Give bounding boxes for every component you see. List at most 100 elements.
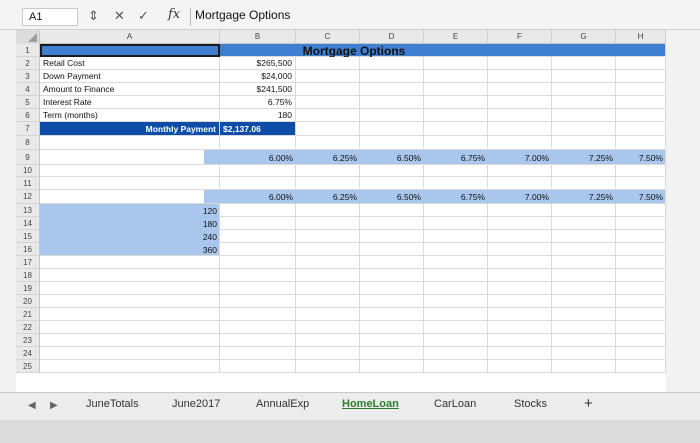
label-amount-to-finance[interactable]: Amount to Finance xyxy=(40,83,220,96)
grid-cell[interactable] xyxy=(616,70,666,83)
row-header-16[interactable]: 16 xyxy=(16,243,40,256)
row-header-24[interactable]: 24 xyxy=(16,347,40,360)
grid-cell[interactable] xyxy=(616,321,666,334)
grid-cell[interactable] xyxy=(552,295,616,308)
grid-cell[interactable] xyxy=(220,256,296,269)
grid-cell[interactable] xyxy=(296,109,360,122)
tab-homeloan[interactable]: HomeLoan xyxy=(342,398,399,410)
grid-cell[interactable] xyxy=(360,269,424,282)
tab-carloan[interactable]: CarLoan xyxy=(434,398,477,410)
grid-cell[interactable] xyxy=(296,230,360,243)
grid-cell[interactable] xyxy=(424,122,488,136)
rate-row9-4[interactable]: 6.75% xyxy=(460,152,485,163)
grid-cell[interactable] xyxy=(360,217,424,230)
grid-cell[interactable] xyxy=(40,295,220,308)
label-retail-cost[interactable]: Retail Cost xyxy=(40,57,220,70)
grid-cell[interactable] xyxy=(40,360,220,373)
grid-cell[interactable] xyxy=(360,70,424,83)
column-header-b[interactable]: B xyxy=(220,30,296,44)
grid-cell[interactable] xyxy=(488,269,552,282)
grid-cell[interactable] xyxy=(296,295,360,308)
tab-annualexp[interactable]: AnnualExp xyxy=(256,398,310,410)
row-header-19[interactable]: 19 xyxy=(16,282,40,295)
grid-cell[interactable] xyxy=(488,347,552,360)
grid-cell[interactable] xyxy=(424,165,488,177)
grid-cell[interactable] xyxy=(552,360,616,373)
row-header-22[interactable]: 22 xyxy=(16,321,40,334)
grid-cell[interactable] xyxy=(488,308,552,321)
row-header-2[interactable]: 2 xyxy=(16,57,40,70)
column-header-e[interactable]: E xyxy=(424,30,488,44)
grid-cell[interactable] xyxy=(296,204,360,217)
grid-cell[interactable] xyxy=(552,177,616,190)
grid-cell[interactable] xyxy=(552,282,616,295)
grid-cell[interactable] xyxy=(424,269,488,282)
grid-cell[interactable] xyxy=(220,217,296,230)
grid-cell[interactable] xyxy=(296,321,360,334)
grid-cell[interactable] xyxy=(360,204,424,217)
row-header-8[interactable]: 8 xyxy=(16,136,40,150)
grid-cell[interactable] xyxy=(296,256,360,269)
grid-cell[interactable] xyxy=(424,360,488,373)
grid-cell[interactable] xyxy=(616,269,666,282)
grid-cell[interactable] xyxy=(552,347,616,360)
rate-row9-2[interactable]: 6.25% xyxy=(332,152,357,163)
term-120[interactable]: 120 xyxy=(202,205,217,216)
grid-cell[interactable] xyxy=(488,109,552,122)
grid-cell[interactable] xyxy=(616,177,666,190)
value-term[interactable]: 180 xyxy=(220,109,296,122)
grid-cell[interactable] xyxy=(488,177,552,190)
grid-cell[interactable] xyxy=(360,177,424,190)
grid-cell[interactable] xyxy=(424,70,488,83)
grid-cell[interactable] xyxy=(488,256,552,269)
label-term[interactable]: Term (months) xyxy=(40,109,220,122)
grid-cell[interactable] xyxy=(296,122,360,136)
grid-cell[interactable] xyxy=(424,217,488,230)
grid-cell[interactable] xyxy=(360,243,424,256)
terms-band[interactable] xyxy=(40,204,220,256)
grid-cell[interactable] xyxy=(220,204,296,217)
grid-cell[interactable] xyxy=(296,96,360,109)
grid-cell[interactable] xyxy=(552,165,616,177)
grid-cell[interactable] xyxy=(360,57,424,70)
row-header-20[interactable]: 20 xyxy=(16,295,40,308)
grid-cell[interactable] xyxy=(40,321,220,334)
grid-cell[interactable] xyxy=(552,122,616,136)
grid-cell[interactable] xyxy=(616,165,666,177)
cancel-icon[interactable]: ✕ xyxy=(114,8,125,23)
grid-cell[interactable] xyxy=(616,96,666,109)
rate-row9-7[interactable]: 7.50% xyxy=(638,152,663,163)
label-down-payment[interactable]: Down Payment xyxy=(40,70,220,83)
grid-cell[interactable] xyxy=(616,109,666,122)
grid-cell[interactable] xyxy=(424,347,488,360)
column-header-a[interactable]: A xyxy=(40,30,220,44)
row-header-21[interactable]: 21 xyxy=(16,308,40,321)
grid-cell[interactable] xyxy=(488,83,552,96)
grid-cell[interactable] xyxy=(40,177,220,190)
grid-cell[interactable] xyxy=(360,360,424,373)
rate-row9-6[interactable]: 7.25% xyxy=(588,152,613,163)
formula-input[interactable]: Mortgage Options xyxy=(190,8,680,26)
worksheet-grid[interactable]: A B C D E F G H 1 2 3 4 5 6 7 8 9 10 11 12 13 14 15 16 1… xyxy=(16,30,666,392)
grid-cell[interactable] xyxy=(424,295,488,308)
grid-cell[interactable] xyxy=(488,57,552,70)
grid-cell[interactable] xyxy=(616,282,666,295)
grid-cell[interactable] xyxy=(616,347,666,360)
rate-row12-6[interactable]: 7.25% xyxy=(588,192,613,202)
grid-cell[interactable] xyxy=(616,136,666,150)
grid-cell[interactable] xyxy=(40,165,220,177)
grid-cell[interactable] xyxy=(220,177,296,190)
label-interest-rate[interactable]: Interest Rate xyxy=(40,96,220,109)
grid-cell[interactable] xyxy=(296,243,360,256)
grid-cell[interactable] xyxy=(488,230,552,243)
grid-cell[interactable] xyxy=(220,136,296,150)
grid-cell[interactable] xyxy=(552,269,616,282)
grid-cell[interactable] xyxy=(40,308,220,321)
title-row-band[interactable] xyxy=(40,44,666,57)
grid-cell[interactable] xyxy=(552,136,616,150)
grid-cell[interactable] xyxy=(220,230,296,243)
grid-cell[interactable] xyxy=(488,165,552,177)
grid-cell[interactable] xyxy=(616,360,666,373)
rates-band-row-9[interactable] xyxy=(204,150,666,165)
rates-band-row-12[interactable] xyxy=(204,190,666,204)
